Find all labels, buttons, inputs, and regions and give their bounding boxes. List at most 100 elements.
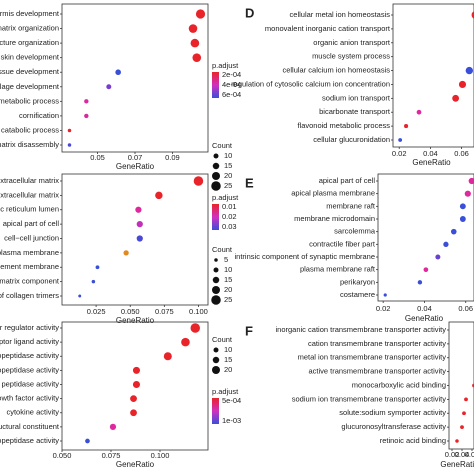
x-tick-label: 0.100 [189,307,208,316]
category-label: growth factor activity [0,394,59,403]
dot [464,190,471,197]
x-tick-label: 0.075 [102,451,121,460]
x-axis-label: GeneRatio [116,316,155,325]
category-label: intrinsic component of synaptic membrane [235,252,375,261]
color-label: 1e-03 [222,416,241,425]
category-label: organic anion transport [313,38,391,47]
dot [78,294,82,298]
size-key [213,347,219,353]
size-label: 25 [224,295,232,304]
dot [84,113,89,119]
category-label: lloendopeptidase activity [0,436,59,445]
dot [455,439,459,443]
x-tick-label: 0.025 [87,307,106,316]
x-tick-label: 0.07 [128,153,143,162]
category-label: ucture organization [0,38,59,47]
size-key [212,162,220,170]
dot [163,352,172,361]
category-label: sarcolemma [334,227,376,236]
dot [67,128,72,133]
category-label: metal ion transmembrane transporter acti… [298,353,447,362]
x-tick-label: 0.02 [376,304,391,313]
dot [435,254,441,260]
dot [383,293,387,297]
category-label: apical part of cell [319,176,376,185]
category-label: matrix organization [0,24,59,33]
category-label: membrane microdomain [294,214,375,223]
category-label: inorganic cation transmembrane transport… [276,325,447,334]
category-label: ilage development [0,82,60,91]
color-label: 5e-04 [222,396,241,405]
dot [190,38,200,48]
plot-frame [448,321,474,450]
x-tick-label: 0.05 [90,153,105,162]
category-label: cell−cell junction [4,233,59,242]
category-label: monocarboxylic acid binding [352,380,446,389]
dot [132,380,141,389]
x-tick-label: 0.04 [423,149,438,158]
x-tick-label: 0.02 [445,450,460,459]
plot-frame [377,173,474,302]
size-key [214,258,218,262]
category-label: cornification [19,111,59,120]
category-label: muscle system process [312,52,390,61]
dot [155,191,163,200]
panel-label: F [245,323,253,338]
category-label: issue development [0,67,60,76]
category-label: sodium ion transport [322,93,391,102]
x-axis-label: GeneRatio [405,314,444,323]
size-key [212,172,220,180]
category-label: regulation of cytosolic calcium ion conc… [231,79,390,88]
category-label: extracellular matrix [0,176,59,185]
size-label: 5 [224,255,228,264]
dot [450,228,457,235]
category-label: retinoic acid binding [380,436,446,445]
color-bar [212,204,219,230]
category-label: cellular glucuronidation [313,135,390,144]
dot [67,143,72,147]
category-label: apical plasma membrane [0,248,59,257]
category-label: basement membrane [0,262,59,271]
plot-frame [61,173,209,306]
size-key [212,276,220,284]
category-label: rmis development [0,9,60,18]
x-axis-label: GeneRatio [440,460,474,469]
x-axis-label: GeneRatio [116,460,155,469]
category-label: apical plasma membrane [291,189,375,198]
plot-frame [61,3,209,153]
category-label: matrix structural constituent [0,422,60,431]
legend-title: Count [212,141,233,150]
color-bar [212,72,219,98]
dot [115,69,121,76]
category-label: bicarbonate transport [319,107,391,116]
x-tick-label: 0.09 [165,153,180,162]
x-tick-label: 0.06 [458,304,473,313]
size-key [212,356,220,364]
category-label: active transmembrane transporter activit… [308,367,446,376]
dot [132,366,141,374]
size-key [211,295,221,305]
panel-label: D [245,5,254,20]
legend-title: p.adjust [212,61,239,70]
size-label: 20 [224,285,232,294]
x-tick-label: 0.02 [392,149,407,158]
dot [460,425,464,430]
dot [398,138,403,142]
category-label: plasma membrane raft [300,265,376,274]
color-label: 2e-04 [222,70,241,79]
dot [95,265,100,270]
category-label: monovalent inorganic cation transport [265,24,391,33]
x-axis-label: GeneRatio [116,162,155,171]
x-tick-label: 0.06 [454,149,469,158]
dot [471,11,474,19]
size-label: 10 [224,265,232,274]
x-axis-label: GeneRatio [412,158,451,167]
dot [135,206,142,213]
size-label: 25 [224,181,232,190]
plot-frame [61,321,209,451]
x-tick-label: 0.100 [151,451,170,460]
size-label: 15 [224,275,232,284]
color-label: 0.02 [222,212,237,221]
